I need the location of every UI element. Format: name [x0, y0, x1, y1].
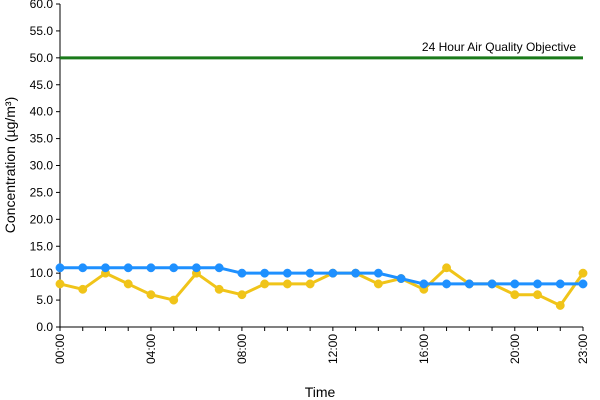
series-2-point [487, 279, 497, 289]
series-2-point [191, 263, 201, 273]
series-1-point [214, 284, 224, 294]
y-tick-label: 55.0 [30, 24, 54, 38]
y-tick-label: 45.0 [30, 78, 54, 92]
series-1-point [169, 295, 179, 305]
series-2-point [78, 263, 88, 273]
series-2-point [396, 274, 406, 283]
y-tick-label: 50.0 [30, 51, 54, 65]
series-2-point [373, 268, 383, 278]
series-2-point [214, 263, 224, 273]
x-axis-title: Time [305, 384, 336, 400]
y-tick-label: 0.0 [36, 320, 53, 334]
series-2-point [146, 263, 156, 273]
series-2-point [169, 263, 179, 273]
x-axis: 00:00 04:00 08:00 12:00 16:00 20:00 23:00 [53, 326, 590, 364]
y-tick-label: 20.0 [30, 212, 54, 226]
series-2-point [55, 263, 65, 273]
x-tick-label: 23:00 [576, 334, 590, 364]
series-2-point [260, 268, 270, 278]
series-1-point [123, 279, 133, 289]
y-tick-label: 5.0 [36, 293, 53, 307]
series-2-point [578, 279, 588, 289]
y-tick-label: 25.0 [30, 185, 54, 199]
reference-line-label: 24 Hour Air Quality Objective [422, 40, 576, 54]
series-2-point [464, 279, 474, 289]
y-tick-label: 40.0 [30, 105, 54, 119]
x-tick-label: 12:00 [326, 334, 340, 364]
x-tick-label: 00:00 [53, 334, 67, 364]
series-2-point [442, 279, 452, 289]
y-tick-label: 30.0 [30, 159, 54, 173]
series-2-point [533, 279, 542, 289]
series-1-point [555, 301, 565, 310]
series-1-point [260, 279, 270, 289]
y-tick-label: 60.0 [30, 0, 54, 11]
series-2-point [328, 268, 338, 278]
series-1-point [442, 263, 452, 273]
series-2-point [351, 268, 361, 278]
series-1-point [78, 284, 88, 294]
x-tick-label: 04:00 [144, 334, 158, 364]
series-1-point [533, 290, 542, 300]
series-2-point [510, 279, 520, 289]
series-2-point [555, 279, 565, 289]
x-tick-label: 20:00 [508, 334, 522, 364]
series-1-point [237, 290, 247, 300]
series-1-point [305, 279, 315, 289]
y-tick-label: 35.0 [30, 132, 54, 146]
series-1-point [510, 290, 520, 300]
y-axis-title: Concentration (µg/m³) [2, 97, 18, 233]
series-2-point [305, 268, 315, 278]
series-2-point [419, 279, 429, 289]
series-2-point [282, 268, 292, 278]
series-1-point [146, 290, 156, 300]
series-1-point [373, 279, 383, 289]
y-tick-label: 10.0 [30, 266, 54, 280]
series-1-point [55, 279, 65, 289]
series-2-line [60, 266, 583, 286]
series-2-point [101, 263, 110, 273]
series-2-point [237, 268, 247, 278]
x-tick-label: 08:00 [235, 334, 249, 364]
y-axis: 0.0 5.0 10.0 15.0 20.0 25.0 30.0 35.0 40.0 45.0 50… [30, 0, 61, 334]
y-tick-label: 15.0 [30, 239, 54, 253]
series-1-point [282, 279, 292, 289]
series-1-point [578, 268, 588, 278]
reference-layer: 24 Hour Air Quality Objective [60, 40, 583, 60]
series-layer [55, 263, 588, 310]
series-2-point [123, 263, 133, 273]
x-tick-label: 16:00 [417, 334, 431, 364]
